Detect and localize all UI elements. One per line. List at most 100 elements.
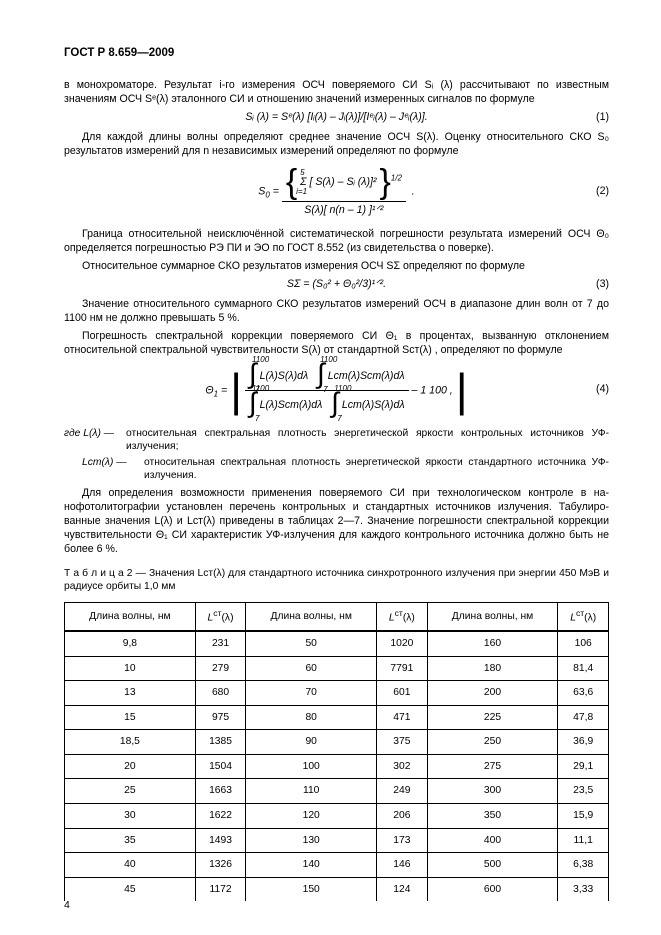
table-cell: 45	[65, 877, 196, 901]
table-cell: 25	[65, 779, 196, 804]
formula-2-numerator-sum: Σ [ S(λ) – Sᵢ (λ)]²	[300, 176, 376, 188]
table-cell: 180	[427, 656, 558, 681]
table-cell: 160	[427, 631, 558, 656]
table-cell: 80	[246, 705, 377, 730]
table-cell: 146	[377, 853, 428, 878]
formula-2-row: S0 = { 5 i=1 Σ [ S(λ) – Sᵢ (λ)]² }1/2 S(…	[64, 165, 609, 218]
table-cell: 15	[65, 705, 196, 730]
table-cell: 81,4	[558, 656, 609, 681]
table-cell: 250	[427, 730, 558, 755]
table-row: 35149313017340011,1	[65, 828, 609, 853]
table-cell: 1172	[195, 877, 246, 901]
table-cell: 150	[246, 877, 377, 901]
paragraph-3: Граница относительной неисключённой сист…	[64, 228, 609, 256]
table-cell: 601	[377, 681, 428, 706]
formula-4: Θ1 = | 1100∫7 L(λ)S(λ)dλ 1100∫7 Lст(λ)Sс…	[205, 364, 467, 417]
formula-3: SΣ = (S₀² + Θ₀²/3)¹ᐟ².	[287, 278, 386, 292]
table-cell: 400	[427, 828, 558, 853]
equation-number-4: (4)	[596, 383, 609, 397]
table-cell: 300	[427, 779, 558, 804]
table-cell: 106	[558, 631, 609, 656]
table-header-cell: Длина волны, нм	[65, 602, 196, 631]
table-cell: 20	[65, 754, 196, 779]
document-page: ГОСТ Р 8.659—2009 в монохроматоре. Резул…	[0, 0, 661, 935]
paragraph-7: Для определения возможности применения п…	[64, 487, 609, 557]
where-text-1: относительная спектральная плотность эне…	[126, 427, 609, 454]
paragraph-6: Погрешность спектральной коррекции повер…	[64, 330, 609, 358]
table-cell: 23,5	[558, 779, 609, 804]
formula-2-denominator: S(λ)[ n(n – 1) ]¹ᐟ²	[282, 202, 406, 218]
table-header-cell: Длина волны, нм	[246, 602, 377, 631]
table-cell: 275	[427, 754, 558, 779]
table-cell: 600	[427, 877, 558, 901]
table-cell: 1493	[195, 828, 246, 853]
where-text-2: относительная спектральная плотность эне…	[144, 456, 609, 483]
formula-1: Sᵢ (λ) = Sᵉ(λ) [Iᵢ(λ) – Jᵢ(λ)]/[Iᵉᵢ(λ) –…	[245, 111, 427, 125]
table-cell: 1020	[377, 631, 428, 656]
paragraph-2: Для каждой длины волны определяют средне…	[64, 131, 609, 159]
table-cell: 47,8	[558, 705, 609, 730]
table-cell: 350	[427, 804, 558, 829]
table-cell: 7791	[377, 656, 428, 681]
where-block: где L(λ) — относительная спектральная пл…	[64, 427, 609, 483]
table-cell: 30	[65, 804, 196, 829]
table-cell: 50	[246, 631, 377, 656]
table-caption: Т а б л и ц а 2 — Значения Lст(λ) для ст…	[64, 567, 609, 594]
table-cell: 100	[246, 754, 377, 779]
table-row: 25166311024930023,5	[65, 779, 609, 804]
table-cell: 1326	[195, 853, 246, 878]
table-cell: 130	[246, 828, 377, 853]
table-row: 30162212020635015,9	[65, 804, 609, 829]
table-cell: 206	[377, 804, 428, 829]
equation-number-2: (2)	[596, 185, 609, 199]
table-cell: 1663	[195, 779, 246, 804]
table-cell: 1385	[195, 730, 246, 755]
equation-number-1: (1)	[596, 111, 609, 125]
table-cell: 500	[427, 853, 558, 878]
table-cell: 3,33	[558, 877, 609, 901]
table-cell: 70	[246, 681, 377, 706]
table-cell: 60	[246, 656, 377, 681]
table-cell: 231	[195, 631, 246, 656]
table-cell: 140	[246, 853, 377, 878]
table-cell: 279	[195, 656, 246, 681]
table-cell: 11,1	[558, 828, 609, 853]
table-header-cell: Lст(λ)	[377, 602, 428, 631]
page-number: 4	[64, 899, 70, 913]
table-header-cell: Lст(λ)	[558, 602, 609, 631]
table-cell: 10	[65, 656, 196, 681]
table-cell: 29,1	[558, 754, 609, 779]
table-row: 159758047122547,8	[65, 705, 609, 730]
table-cell: 200	[427, 681, 558, 706]
table-cell: 173	[377, 828, 428, 853]
table-header-cell: Lст(λ)	[195, 602, 246, 631]
table-cell: 18,5	[65, 730, 196, 755]
table-row: 1027960779118081,4	[65, 656, 609, 681]
paragraph-5: Значение относительного суммарного СКО р…	[64, 298, 609, 326]
table-row: 4511721501246003,33	[65, 877, 609, 901]
table-cell: 15,9	[558, 804, 609, 829]
table-row: 18,513859037525036,9	[65, 730, 609, 755]
formula-1-row: Sᵢ (λ) = Sᵉ(λ) [Iᵢ(λ) – Jᵢ(λ)]/[Iᵉᵢ(λ) –…	[64, 111, 609, 125]
table-cell: 63,6	[558, 681, 609, 706]
table-cell: 124	[377, 877, 428, 901]
table-cell: 249	[377, 779, 428, 804]
table-row: 4013261401465006,38	[65, 853, 609, 878]
table-row: 9,8231501020160106	[65, 631, 609, 656]
table-header-row: Длина волны, нмLст(λ)Длина волны, нмLст(…	[65, 602, 609, 631]
table-cell: 1622	[195, 804, 246, 829]
paragraph-4: Относительное суммарное СКО результатов …	[64, 260, 609, 274]
table-cell: 471	[377, 705, 428, 730]
table-cell: 36,9	[558, 730, 609, 755]
equation-number-3: (3)	[596, 278, 609, 292]
table-cell: 680	[195, 681, 246, 706]
table-cell: 975	[195, 705, 246, 730]
table-cell: 6,38	[558, 853, 609, 878]
formula-4-row: Θ1 = | 1100∫7 L(λ)S(λ)dλ 1100∫7 Lст(λ)Sс…	[64, 364, 609, 417]
table-cell: 1504	[195, 754, 246, 779]
table-cell: 110	[246, 779, 377, 804]
table-cell: 35	[65, 828, 196, 853]
table-header-cell: Длина волны, нм	[427, 602, 558, 631]
data-table: Длина волны, нмLст(λ)Длина волны, нмLст(…	[64, 602, 609, 901]
table-cell: 375	[377, 730, 428, 755]
